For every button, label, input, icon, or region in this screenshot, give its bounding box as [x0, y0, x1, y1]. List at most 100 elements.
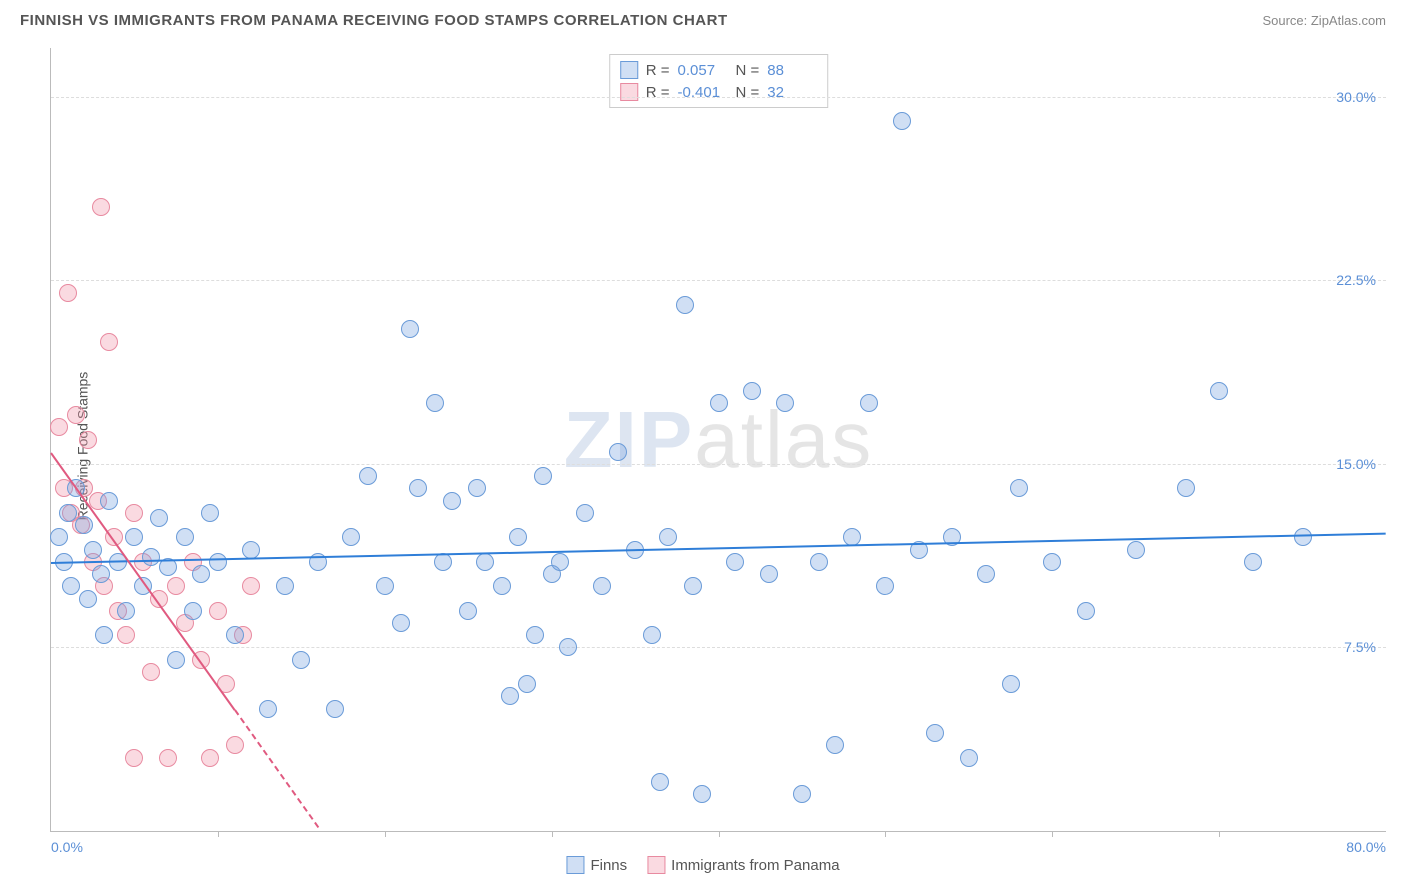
- x-tick: [719, 831, 720, 837]
- data-point-finns: [659, 528, 677, 546]
- y-tick-label: 7.5%: [1344, 639, 1376, 655]
- n-label: N =: [736, 62, 760, 79]
- data-point-finns: [793, 785, 811, 803]
- x-tick: [385, 831, 386, 837]
- bottom-legend: Finns Immigrants from Panama: [566, 856, 839, 874]
- data-point-finns: [150, 509, 168, 527]
- data-point-finns: [326, 700, 344, 718]
- swatch-panama: [620, 83, 638, 101]
- data-point-finns: [960, 749, 978, 767]
- legend-item-panama: Immigrants from Panama: [647, 856, 839, 874]
- data-point-panama: [59, 284, 77, 302]
- data-point-finns: [95, 626, 113, 644]
- data-point-finns: [810, 553, 828, 571]
- data-point-finns: [117, 602, 135, 620]
- gridline: [51, 464, 1386, 465]
- legend-label-finns: Finns: [590, 857, 627, 874]
- data-point-finns: [75, 516, 93, 534]
- data-point-finns: [576, 504, 594, 522]
- data-point-panama: [159, 749, 177, 767]
- data-point-finns: [259, 700, 277, 718]
- r-value-panama: -0.401: [678, 84, 728, 101]
- gridline: [51, 97, 1386, 98]
- n-label: N =: [736, 84, 760, 101]
- scatter-chart: ZIPatlas R = 0.057 N = 88 R = -0.401 N =…: [50, 48, 1386, 832]
- data-point-panama: [226, 736, 244, 754]
- x-tick: [1219, 831, 1220, 837]
- data-point-finns: [651, 773, 669, 791]
- data-point-finns: [1077, 602, 1095, 620]
- n-value-panama: 32: [767, 84, 817, 101]
- data-point-panama: [167, 577, 185, 595]
- data-point-finns: [1127, 541, 1145, 559]
- data-point-finns: [468, 479, 486, 497]
- data-point-finns: [376, 577, 394, 595]
- data-point-finns: [59, 504, 77, 522]
- data-point-finns: [142, 548, 160, 566]
- data-point-finns: [518, 675, 536, 693]
- data-point-finns: [1002, 675, 1020, 693]
- x-tick: [552, 831, 553, 837]
- data-point-finns: [292, 651, 310, 669]
- data-point-finns: [526, 626, 544, 644]
- data-point-finns: [1010, 479, 1028, 497]
- data-point-finns: [509, 528, 527, 546]
- data-point-finns: [426, 394, 444, 412]
- data-point-finns: [79, 590, 97, 608]
- swatch-finns: [620, 61, 638, 79]
- data-point-finns: [1210, 382, 1228, 400]
- x-tick-label-right: 80.0%: [1346, 839, 1386, 855]
- data-point-finns: [167, 651, 185, 669]
- data-point-finns: [409, 479, 427, 497]
- data-point-finns: [342, 528, 360, 546]
- x-tick: [1052, 831, 1053, 837]
- r-label: R =: [646, 84, 670, 101]
- data-point-finns: [501, 687, 519, 705]
- chart-title: FINNISH VS IMMIGRANTS FROM PANAMA RECEIV…: [20, 12, 728, 29]
- data-point-finns: [534, 467, 552, 485]
- legend-item-finns: Finns: [566, 856, 627, 874]
- x-tick: [218, 831, 219, 837]
- gridline: [51, 280, 1386, 281]
- data-point-finns: [493, 577, 511, 595]
- trendline-panama-dash: [234, 709, 319, 828]
- data-point-finns: [125, 528, 143, 546]
- data-point-finns: [593, 577, 611, 595]
- data-point-finns: [693, 785, 711, 803]
- data-point-panama: [79, 431, 97, 449]
- r-value-finns: 0.057: [678, 62, 728, 79]
- data-point-finns: [876, 577, 894, 595]
- data-point-finns: [1294, 528, 1312, 546]
- data-point-finns: [192, 565, 210, 583]
- data-point-finns: [401, 320, 419, 338]
- data-point-finns: [392, 614, 410, 632]
- data-point-panama: [92, 198, 110, 216]
- y-tick-label: 30.0%: [1336, 89, 1376, 105]
- data-point-finns: [176, 528, 194, 546]
- data-point-finns: [551, 553, 569, 571]
- data-point-finns: [609, 443, 627, 461]
- stats-row-finns: R = 0.057 N = 88: [620, 59, 818, 81]
- data-point-panama: [100, 333, 118, 351]
- data-point-finns: [359, 467, 377, 485]
- data-point-panama: [201, 749, 219, 767]
- data-point-finns: [743, 382, 761, 400]
- data-point-finns: [476, 553, 494, 571]
- r-label: R =: [646, 62, 670, 79]
- stats-legend: R = 0.057 N = 88 R = -0.401 N = 32: [609, 54, 829, 108]
- data-point-finns: [459, 602, 477, 620]
- data-point-finns: [643, 626, 661, 644]
- data-point-finns: [209, 553, 227, 571]
- y-tick-label: 22.5%: [1336, 272, 1376, 288]
- data-point-finns: [184, 602, 202, 620]
- data-point-panama: [67, 406, 85, 424]
- stats-row-panama: R = -0.401 N = 32: [620, 81, 818, 103]
- data-point-panama: [242, 577, 260, 595]
- gridline: [51, 647, 1386, 648]
- data-point-finns: [92, 565, 110, 583]
- data-point-finns: [860, 394, 878, 412]
- data-point-finns: [434, 553, 452, 571]
- swatch-panama: [647, 856, 665, 874]
- data-point-panama: [50, 418, 68, 436]
- data-point-finns: [242, 541, 260, 559]
